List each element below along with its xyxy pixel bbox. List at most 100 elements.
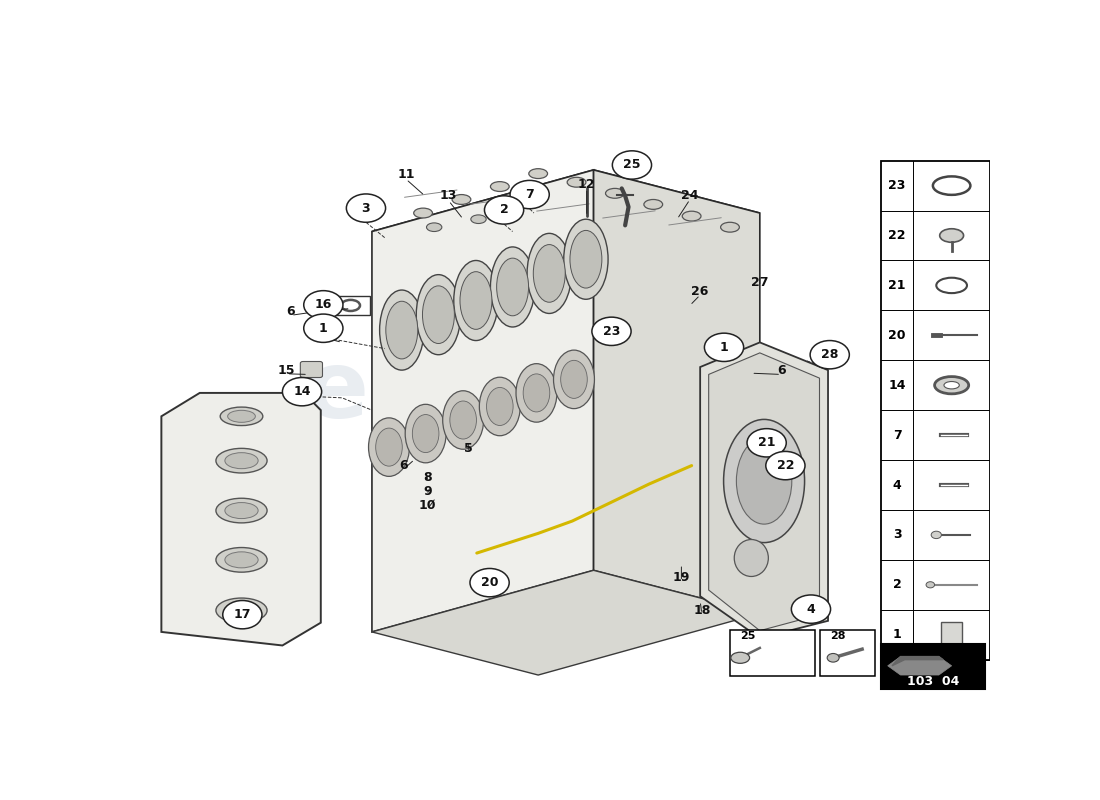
Circle shape (932, 531, 942, 538)
Ellipse shape (724, 419, 804, 542)
Ellipse shape (376, 428, 403, 466)
Ellipse shape (379, 290, 424, 370)
Text: 16: 16 (315, 298, 332, 311)
Ellipse shape (460, 272, 492, 330)
Text: 6: 6 (399, 459, 408, 472)
Text: 3: 3 (362, 202, 371, 214)
Ellipse shape (524, 374, 550, 412)
Circle shape (747, 429, 786, 457)
Ellipse shape (454, 261, 498, 341)
FancyArrowPatch shape (537, 204, 590, 211)
Ellipse shape (471, 215, 486, 223)
FancyBboxPatch shape (881, 644, 984, 689)
FancyBboxPatch shape (820, 630, 874, 676)
Text: 7: 7 (526, 188, 534, 201)
Ellipse shape (563, 219, 608, 299)
Ellipse shape (368, 418, 409, 476)
Text: 4: 4 (806, 602, 815, 616)
Text: 11: 11 (397, 168, 415, 182)
Circle shape (484, 196, 524, 224)
Circle shape (510, 180, 549, 209)
FancyArrowPatch shape (471, 197, 524, 204)
Text: 7: 7 (893, 429, 902, 442)
Text: 23: 23 (603, 325, 620, 338)
Text: 22: 22 (889, 229, 905, 242)
FancyBboxPatch shape (730, 630, 815, 676)
Text: 28: 28 (821, 348, 838, 362)
Circle shape (304, 314, 343, 342)
FancyArrowPatch shape (603, 211, 656, 218)
Polygon shape (372, 170, 760, 274)
Text: 20: 20 (889, 329, 905, 342)
Ellipse shape (386, 302, 418, 359)
Polygon shape (162, 393, 321, 646)
Text: 6: 6 (777, 364, 785, 378)
Ellipse shape (682, 211, 701, 221)
Text: 14: 14 (889, 378, 905, 392)
Ellipse shape (412, 414, 439, 453)
Text: 1: 1 (319, 322, 328, 334)
Text: 103  04: 103 04 (906, 674, 959, 688)
Text: 27: 27 (751, 276, 769, 289)
Ellipse shape (216, 498, 267, 523)
Text: 9: 9 (424, 485, 431, 498)
Circle shape (592, 317, 631, 346)
Text: 25: 25 (624, 158, 640, 171)
Text: 1: 1 (719, 341, 728, 354)
Circle shape (346, 194, 386, 222)
Circle shape (926, 582, 935, 588)
Ellipse shape (486, 387, 513, 426)
Ellipse shape (452, 194, 471, 205)
Ellipse shape (933, 176, 970, 195)
Ellipse shape (605, 188, 625, 198)
Text: 24: 24 (681, 190, 698, 202)
Circle shape (766, 451, 805, 480)
Text: eurocars: eurocars (306, 346, 771, 438)
Circle shape (704, 333, 744, 362)
Ellipse shape (224, 502, 258, 518)
Ellipse shape (224, 453, 258, 469)
Ellipse shape (224, 602, 258, 618)
Polygon shape (372, 170, 594, 632)
Circle shape (470, 569, 509, 597)
Text: 2: 2 (499, 203, 508, 217)
Text: 23: 23 (889, 179, 905, 192)
Text: 8: 8 (424, 471, 431, 485)
Ellipse shape (736, 438, 792, 524)
Ellipse shape (553, 350, 594, 409)
Ellipse shape (570, 230, 602, 288)
Text: 2: 2 (893, 578, 902, 591)
FancyBboxPatch shape (331, 295, 371, 315)
Text: 3: 3 (893, 529, 901, 542)
Text: 21: 21 (758, 436, 776, 450)
Ellipse shape (527, 234, 571, 314)
Text: 13: 13 (440, 190, 458, 202)
Ellipse shape (228, 410, 255, 422)
Ellipse shape (516, 364, 557, 422)
Ellipse shape (422, 286, 454, 343)
Text: 20: 20 (481, 576, 498, 589)
Ellipse shape (416, 274, 461, 354)
Ellipse shape (534, 245, 565, 302)
Text: 14: 14 (294, 385, 311, 398)
Ellipse shape (491, 247, 535, 327)
Ellipse shape (427, 223, 442, 231)
Ellipse shape (491, 182, 509, 191)
Circle shape (304, 290, 343, 319)
Ellipse shape (735, 539, 768, 577)
Polygon shape (708, 353, 820, 630)
Ellipse shape (730, 652, 749, 663)
Ellipse shape (450, 401, 476, 439)
Text: 18: 18 (693, 604, 711, 617)
FancyArrowPatch shape (405, 190, 456, 198)
Text: 6: 6 (287, 305, 295, 318)
FancyBboxPatch shape (300, 362, 322, 378)
Text: 1: 1 (893, 628, 902, 641)
Ellipse shape (939, 229, 964, 242)
Circle shape (283, 378, 321, 406)
Text: 26: 26 (692, 285, 708, 298)
Text: 19: 19 (673, 571, 690, 584)
Ellipse shape (935, 377, 969, 394)
Polygon shape (892, 657, 943, 666)
Ellipse shape (561, 360, 587, 398)
